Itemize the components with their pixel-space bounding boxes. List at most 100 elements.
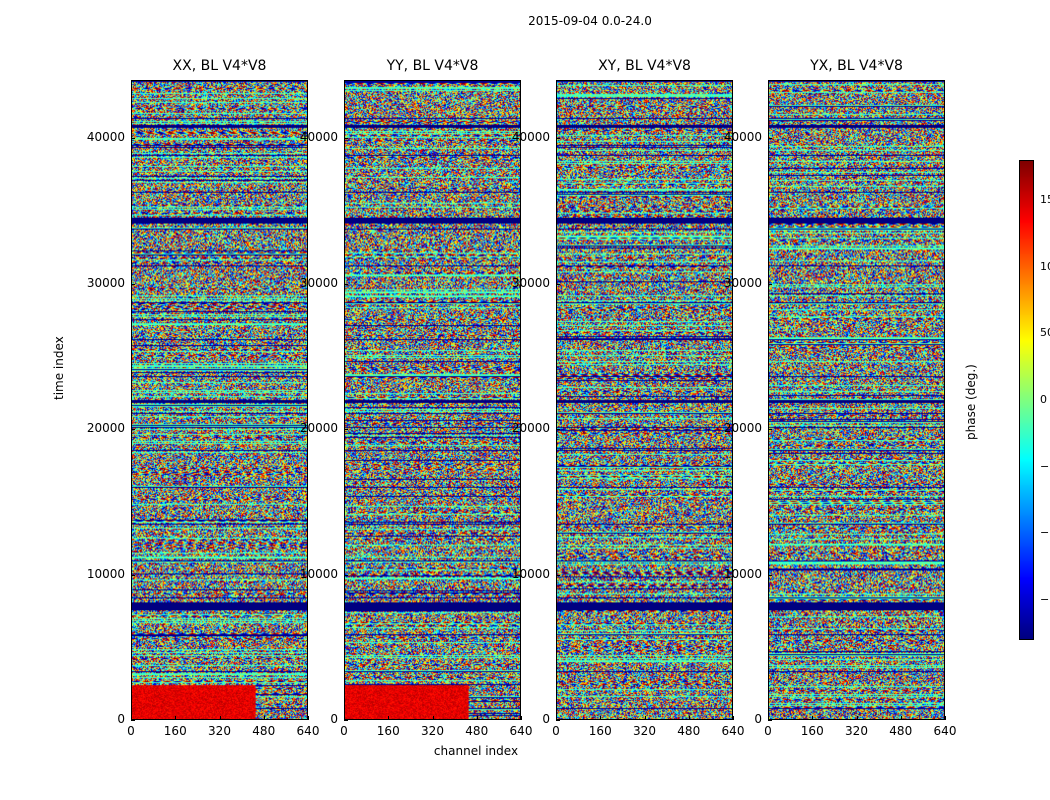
x-tick-label: 640 — [509, 724, 533, 738]
y-tick-mark — [131, 429, 135, 431]
y-tick-mark — [768, 720, 772, 721]
x-tick-mark — [219, 716, 221, 720]
x-tick-mark — [521, 716, 522, 720]
y-tick-mark — [344, 574, 348, 576]
x-tick-mark — [131, 716, 132, 720]
y-tick-label: 10000 — [511, 566, 550, 581]
y-tick-label: 40000 — [86, 130, 125, 145]
colorbar-label: phase (deg.) — [964, 364, 978, 440]
y-tick-mark — [344, 429, 348, 431]
y-tick-label: 40000 — [723, 130, 762, 145]
x-tick-mark — [175, 716, 177, 720]
x-tick-mark — [263, 716, 265, 720]
x-tick-mark — [476, 716, 478, 720]
x-axis-label: channel index — [433, 744, 519, 758]
y-tick-label: 30000 — [86, 275, 125, 290]
colorbar — [1019, 160, 1034, 640]
y-axis-label: time index — [52, 336, 66, 400]
y-tick-label: 10000 — [86, 566, 125, 581]
y-tick-mark — [344, 283, 348, 285]
y-tick-mark — [768, 574, 772, 576]
x-tick-mark — [600, 716, 602, 720]
x-tick-label: 0 — [552, 724, 560, 738]
x-tick-label: 480 — [677, 724, 701, 738]
x-tick-label: 480 — [465, 724, 489, 738]
x-tick-label: 640 — [721, 724, 745, 738]
y-tick-label: 10000 — [299, 566, 338, 581]
panel-title-yy: YY, BL V4*V8 — [386, 58, 479, 74]
y-tick-label: 30000 — [723, 275, 762, 290]
panel-title-yx: YX, BL V4*V8 — [810, 58, 903, 74]
heatmap-panel-xy — [556, 80, 733, 720]
colorbar-tick-label: −150 — [1040, 593, 1050, 606]
y-tick-mark — [768, 283, 772, 285]
y-tick-label: 30000 — [299, 275, 338, 290]
y-tick-label: 40000 — [511, 130, 550, 145]
y-tick-mark — [556, 138, 560, 140]
y-tick-mark — [344, 720, 348, 721]
x-tick-label: 0 — [127, 724, 135, 738]
y-tick-mark — [131, 138, 135, 140]
figure-suptitle: 2015-09-04 0.0-24.0 — [528, 14, 652, 28]
colorbar-tick-label: −100 — [1040, 526, 1050, 540]
y-tick-label: 10000 — [723, 566, 762, 581]
x-tick-label: 160 — [376, 724, 400, 738]
x-tick-label: 480 — [252, 724, 276, 738]
y-tick-mark — [131, 283, 135, 285]
x-tick-mark — [856, 716, 858, 720]
y-tick-mark — [131, 720, 135, 721]
x-tick-label: 0 — [764, 724, 772, 738]
x-tick-mark — [388, 716, 390, 720]
colorbar-tick-label: 0 — [1040, 393, 1047, 406]
x-tick-label: 0 — [340, 724, 348, 738]
x-tick-label: 640 — [933, 724, 957, 738]
x-tick-mark — [812, 716, 814, 720]
y-tick-label: 40000 — [299, 130, 338, 145]
x-tick-label: 160 — [163, 724, 187, 738]
x-tick-mark — [308, 716, 309, 720]
y-tick-label: 0 — [754, 712, 762, 726]
colorbar-tick-label: −50 — [1040, 459, 1050, 473]
x-tick-mark — [344, 716, 345, 720]
x-tick-label: 160 — [588, 724, 612, 738]
x-tick-label: 320 — [633, 724, 656, 738]
x-tick-mark — [432, 716, 434, 720]
y-tick-mark — [768, 429, 772, 431]
y-tick-mark — [556, 574, 560, 576]
x-tick-mark — [644, 716, 646, 720]
y-tick-mark — [556, 720, 560, 721]
y-tick-label: 20000 — [511, 421, 550, 436]
y-tick-label: 30000 — [511, 275, 550, 290]
x-tick-mark — [556, 716, 557, 720]
x-tick-mark — [768, 716, 769, 720]
y-tick-mark — [556, 283, 560, 285]
y-tick-label: 20000 — [723, 421, 762, 436]
x-tick-mark — [945, 716, 946, 720]
heatmap-panel-yy — [344, 80, 521, 720]
x-tick-mark — [900, 716, 902, 720]
x-tick-label: 320 — [845, 724, 868, 738]
y-tick-label: 20000 — [299, 421, 338, 436]
heatmap-panel-xx — [131, 80, 308, 720]
panel-title-xy: XY, BL V4*V8 — [598, 58, 691, 74]
y-tick-label: 0 — [117, 712, 125, 726]
x-tick-label: 480 — [889, 724, 913, 738]
y-tick-mark — [768, 138, 772, 140]
heatmap-panel-yx — [768, 80, 945, 720]
y-tick-mark — [556, 429, 560, 431]
x-tick-label: 320 — [208, 724, 231, 738]
x-tick-mark — [733, 716, 734, 720]
y-tick-label: 20000 — [86, 421, 125, 436]
y-tick-mark — [344, 138, 348, 140]
colorbar-tick-label: 50 — [1040, 326, 1050, 340]
x-tick-mark — [688, 716, 690, 720]
x-tick-label: 160 — [800, 724, 824, 738]
colorbar-tick-label: 150 — [1040, 193, 1050, 206]
colorbar-tick-label: 100 — [1040, 259, 1050, 273]
x-tick-label: 320 — [421, 724, 444, 738]
x-tick-label: 640 — [296, 724, 320, 738]
y-tick-mark — [131, 574, 135, 576]
y-tick-label: 0 — [542, 712, 550, 726]
panel-title-xx: XX, BL V4*V8 — [172, 58, 267, 74]
y-tick-label: 0 — [330, 712, 338, 726]
